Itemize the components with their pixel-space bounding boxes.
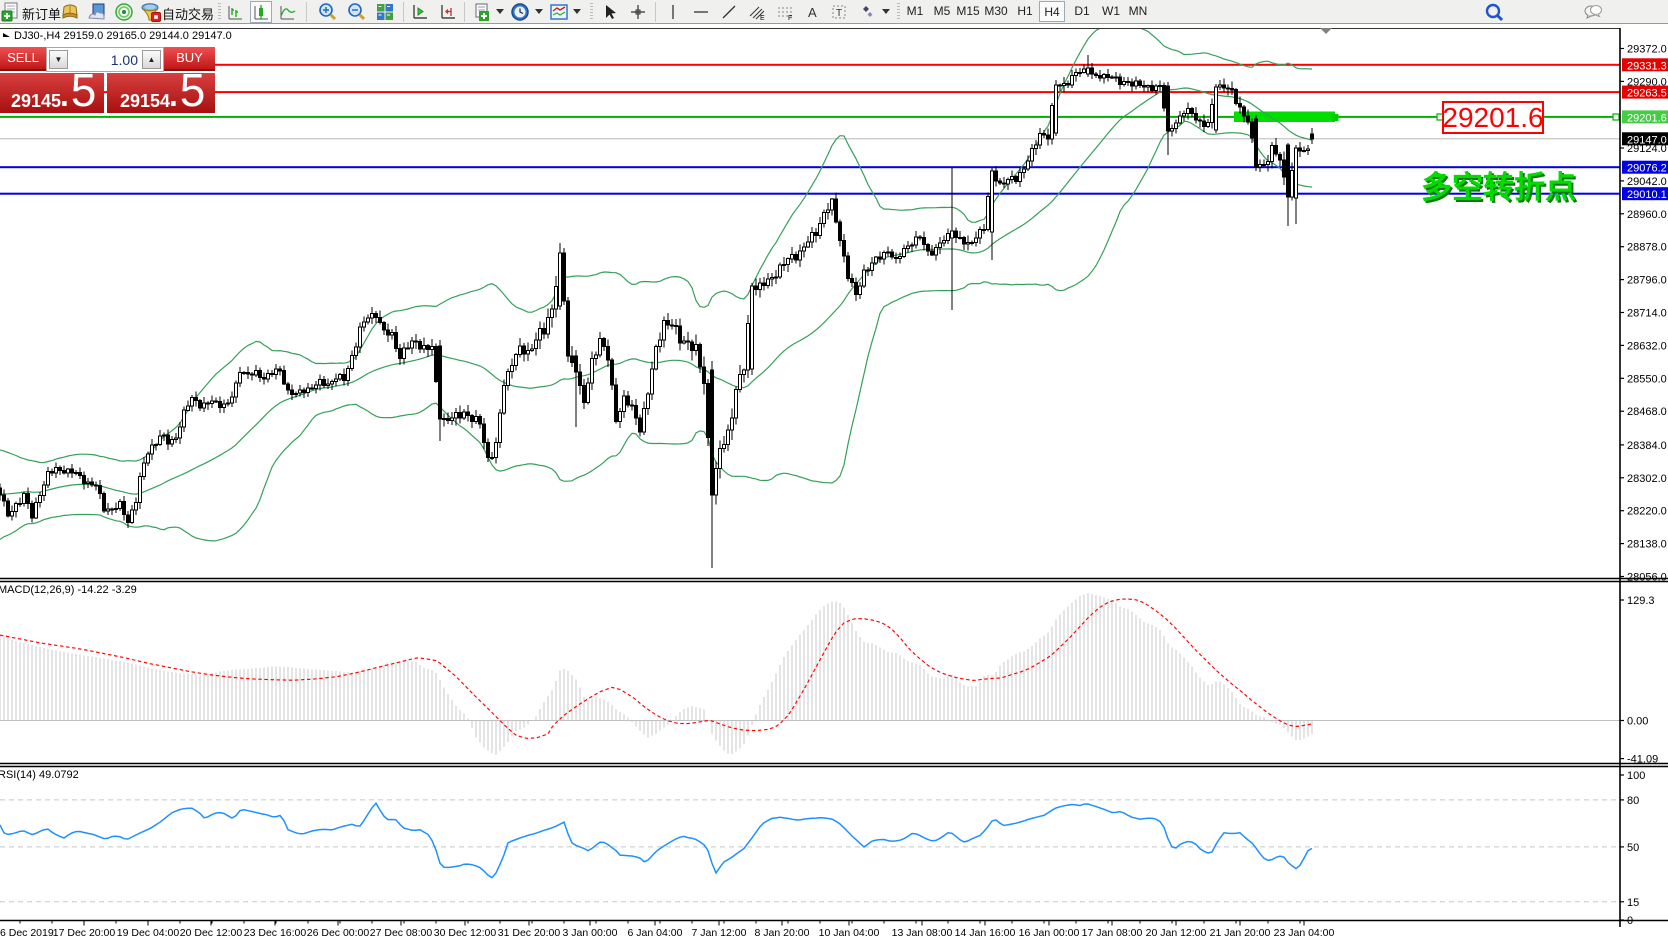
svg-text:-41.09: -41.09 bbox=[1627, 754, 1658, 766]
svg-text:28384.0: 28384.0 bbox=[1627, 440, 1667, 452]
svg-text:28550.0: 28550.0 bbox=[1627, 373, 1667, 385]
svg-text:3 Jan 00:00: 3 Jan 00:00 bbox=[563, 927, 618, 939]
svg-text:26 Dec 00:00: 26 Dec 00:00 bbox=[307, 927, 370, 939]
svg-text:129.3: 129.3 bbox=[1627, 595, 1655, 607]
svg-text:29290.0: 29290.0 bbox=[1627, 76, 1667, 88]
svg-text:27 Dec 08:00: 27 Dec 08:00 bbox=[370, 927, 433, 939]
svg-text:6 Dec 2019: 6 Dec 2019 bbox=[0, 927, 54, 939]
svg-text:14 Jan 16:00: 14 Jan 16:00 bbox=[955, 927, 1016, 939]
svg-text:23 Dec 16:00: 23 Dec 16:00 bbox=[244, 927, 307, 939]
svg-text:A: A bbox=[808, 5, 817, 20]
svg-text:19 Dec 04:00: 19 Dec 04:00 bbox=[117, 927, 180, 939]
svg-text:28302.0: 28302.0 bbox=[1627, 473, 1667, 485]
svg-text:29201.6: 29201.6 bbox=[1627, 112, 1667, 124]
svg-text:29124.0: 29124.0 bbox=[1627, 143, 1667, 155]
svg-text:29372.0: 29372.0 bbox=[1627, 44, 1667, 56]
svg-text:50: 50 bbox=[1627, 842, 1639, 854]
svg-text:20 Dec 12:00: 20 Dec 12:00 bbox=[180, 927, 243, 939]
svg-text:29263.5: 29263.5 bbox=[1627, 88, 1667, 100]
svg-text:10 Jan 04:00: 10 Jan 04:00 bbox=[819, 927, 880, 939]
svg-text:28796.0: 28796.0 bbox=[1627, 275, 1667, 287]
svg-text:RSI(14) 49.0792: RSI(14) 49.0792 bbox=[0, 769, 79, 781]
svg-text:29042.0: 29042.0 bbox=[1627, 176, 1667, 188]
svg-text:28960.0: 28960.0 bbox=[1627, 209, 1667, 221]
svg-text:80: 80 bbox=[1627, 795, 1639, 807]
svg-text:20 Jan 12:00: 20 Jan 12:00 bbox=[1146, 927, 1207, 939]
svg-text:100: 100 bbox=[1627, 770, 1645, 782]
svg-text:T: T bbox=[836, 8, 842, 19]
svg-text:0: 0 bbox=[1627, 915, 1633, 927]
svg-text:7 Jan 12:00: 7 Jan 12:00 bbox=[692, 927, 747, 939]
svg-text:23 Jan 04:00: 23 Jan 04:00 bbox=[1274, 927, 1335, 939]
svg-text:28468.0: 28468.0 bbox=[1627, 406, 1667, 418]
svg-text:15: 15 bbox=[1627, 897, 1639, 909]
svg-text:28878.0: 28878.0 bbox=[1627, 242, 1667, 254]
svg-text:多空转折点: 多空转折点 bbox=[1421, 170, 1576, 205]
svg-text:31 Dec 20:00: 31 Dec 20:00 bbox=[498, 927, 561, 939]
svg-text:28632.0: 28632.0 bbox=[1627, 340, 1667, 352]
svg-text:28220.0: 28220.0 bbox=[1627, 506, 1667, 518]
svg-text:MACD(12,26,9) -14.22 -3.29: MACD(12,26,9) -14.22 -3.29 bbox=[0, 584, 137, 596]
svg-text:0.00: 0.00 bbox=[1627, 716, 1648, 728]
svg-text:17 Dec 20:00: 17 Dec 20:00 bbox=[53, 927, 116, 939]
svg-text:29147.0: 29147.0 bbox=[1627, 134, 1667, 146]
svg-text:29331.3: 29331.3 bbox=[1627, 60, 1667, 72]
svg-text:DJ30-,H4 29159.0 29165.0 2914: DJ30-,H4 29159.0 29165.0 29144.0 29147.0 bbox=[14, 30, 232, 42]
svg-text:28138.0: 28138.0 bbox=[1627, 539, 1667, 551]
svg-text:28714.0: 28714.0 bbox=[1627, 308, 1667, 320]
svg-text:8 Jan 20:00: 8 Jan 20:00 bbox=[755, 927, 810, 939]
svg-text:16 Jan 00:00: 16 Jan 00:00 bbox=[1019, 927, 1080, 939]
svg-text:30 Dec 12:00: 30 Dec 12:00 bbox=[434, 927, 497, 939]
svg-text:29076.2: 29076.2 bbox=[1627, 163, 1667, 175]
svg-text:29010.1: 29010.1 bbox=[1627, 189, 1667, 201]
svg-text:多空转折点: 多空转折点 bbox=[1423, 172, 1578, 207]
svg-text:F: F bbox=[788, 15, 792, 22]
svg-text:28056.0: 28056.0 bbox=[1627, 572, 1667, 584]
svg-text:13 Jan 08:00: 13 Jan 08:00 bbox=[892, 927, 953, 939]
svg-text:29201.6: 29201.6 bbox=[1442, 102, 1543, 133]
svg-text:17 Jan 08:00: 17 Jan 08:00 bbox=[1082, 927, 1143, 939]
svg-text:E: E bbox=[760, 15, 765, 22]
svg-text:6 Jan 04:00: 6 Jan 04:00 bbox=[628, 927, 683, 939]
svg-text:21 Jan 20:00: 21 Jan 20:00 bbox=[1210, 927, 1271, 939]
